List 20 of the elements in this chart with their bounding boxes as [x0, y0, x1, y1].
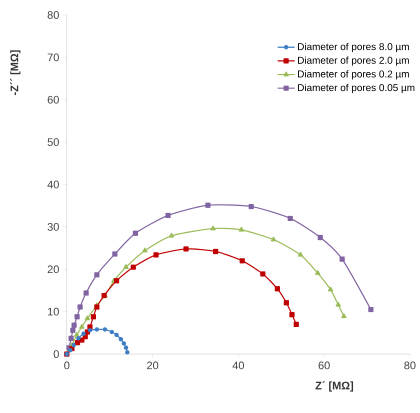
- legend-label: Diameter of pores 0.2 µm: [298, 70, 409, 80]
- y-tick-label: 80: [48, 11, 59, 19]
- x-tick-label: 80: [404, 362, 416, 370]
- y-tick-label: 40: [47, 180, 59, 188]
- x-tick-label: 0: [64, 362, 70, 370]
- x-tick-label: 40: [232, 362, 244, 370]
- legend-label: Diameter of pores 0.05 µm: [298, 84, 414, 94]
- x-tick-label: 60: [318, 362, 330, 370]
- y-tick-label: 30: [48, 223, 59, 231]
- legend-label: Diameter of pores 8.0 µm: [298, 42, 409, 52]
- y-tick-label: 10: [48, 308, 59, 316]
- x-tick-label: 20: [147, 362, 158, 370]
- y-tick-label: 0: [54, 350, 59, 358]
- x-axis-title: Z´ [MΩ]: [316, 381, 354, 392]
- y-tick-label: 50: [48, 138, 59, 146]
- legend-label: Diameter of pores 2.0 µm: [298, 56, 409, 66]
- y-tick-label: 20: [48, 265, 59, 274]
- y-tick-label: 60: [48, 96, 59, 104]
- y-axis-title: -Z´´ [MΩ]: [10, 50, 20, 96]
- y-tick-label: 70: [48, 54, 59, 62]
